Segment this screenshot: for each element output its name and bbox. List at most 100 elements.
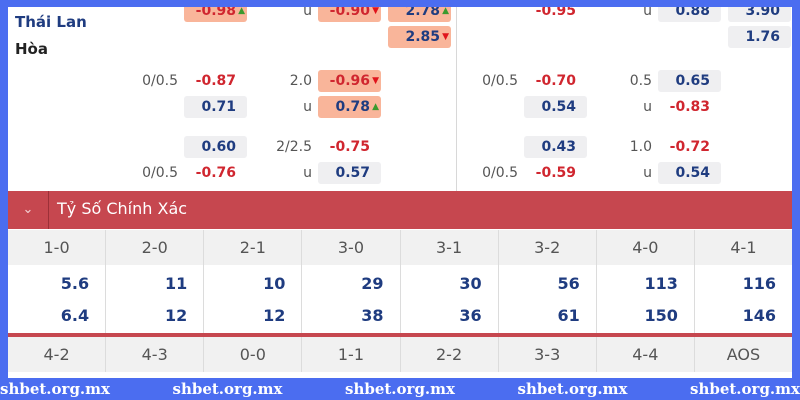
total-label: u — [303, 165, 312, 181]
odds-panel: Thái Lan Hòa u -0.98 ▲ -0.90 ▼ 2.78 ▲ 2.85 ▼ 0/0.… — [8, 7, 792, 378]
odds-value[interactable]: 113 — [644, 274, 678, 293]
odds-value[interactable]: 30 — [459, 274, 482, 293]
odds-value: -0.96 — [329, 73, 370, 89]
odds-button[interactable]: 0.57 — [318, 162, 381, 184]
match-odds-section: Thái Lan Hòa u -0.98 ▲ -0.90 ▼ 2.78 ▲ 2.85 ▼ 0/0.… — [8, 7, 792, 198]
odds-value[interactable]: 12 — [164, 306, 188, 325]
watermark-text: shbet.org.mx — [172, 380, 283, 398]
odds-value: 0.71 — [201, 99, 236, 115]
odds-value[interactable]: 150 — [644, 306, 678, 325]
odds-button[interactable]: -0.98 ▲ — [184, 7, 247, 22]
score-label: 3-0 — [302, 230, 401, 265]
odds-value[interactable]: 61 — [557, 306, 580, 325]
arrow-down-icon: ▼ — [372, 7, 379, 16]
score-label: 1-0 — [8, 230, 107, 265]
score-label: 2-1 — [204, 230, 303, 265]
odds-value: -0.72 — [669, 139, 710, 155]
watermark-text: shbet.org.mx — [345, 380, 455, 398]
score-label: AOS — [694, 337, 792, 372]
odds-value: 2.85 — [405, 29, 440, 45]
odds-button[interactable]: -0.87 — [184, 70, 247, 92]
score-odds-cell[interactable]: 113 150 — [597, 265, 695, 333]
handicap-label: 0/0.5 — [482, 165, 518, 181]
watermark-text: shbet.org.mx — [690, 380, 800, 398]
score-label: 4-3 — [106, 337, 205, 372]
score-odds-cell[interactable]: 29 38 — [302, 265, 401, 333]
correct-score-header[interactable]: ⌄ Tỷ Số Chính Xác — [8, 191, 792, 229]
odds-button[interactable]: 3.90 — [728, 7, 791, 22]
odds-value: 0.60 — [201, 139, 236, 155]
odds-button[interactable]: -0.96 ▼ — [318, 70, 381, 92]
odds-button[interactable]: 2.78 ▲ — [388, 7, 451, 22]
odds-value: -0.87 — [195, 73, 236, 89]
odds-value: 0.54 — [541, 99, 576, 115]
total-label: 2/2.5 — [276, 139, 312, 155]
odds-button[interactable]: 0.71 — [184, 96, 247, 118]
handicap-label: 0/0.5 — [142, 73, 178, 89]
score-odds-cell[interactable]: 56 61 — [499, 265, 597, 333]
odds-button[interactable]: -0.70 — [524, 70, 587, 92]
odds-button[interactable]: 0.88 — [658, 7, 721, 22]
odds-value: -0.83 — [669, 99, 710, 115]
score-label: 3-3 — [498, 337, 597, 372]
watermark-text: shbet.org.mx — [0, 380, 110, 398]
row-separator — [8, 333, 792, 337]
odds-value[interactable]: 12 — [263, 306, 286, 325]
score-odds-cell[interactable]: 11 12 — [106, 265, 205, 333]
odds-button[interactable]: 0.65 — [658, 70, 721, 92]
odds-value: 0.88 — [675, 7, 710, 19]
arrow-up-icon: ▲ — [442, 7, 449, 16]
odds-button[interactable]: 0.60 — [184, 136, 247, 158]
total-label: u — [643, 165, 652, 181]
odds-value: -0.59 — [535, 165, 576, 181]
arrow-up-icon: ▲ — [238, 7, 245, 16]
odds-value[interactable]: 146 — [742, 306, 776, 325]
column-divider — [456, 7, 457, 198]
odds-value: 2.78 — [405, 7, 440, 19]
odds-button[interactable]: -0.83 — [658, 96, 721, 118]
total-label: 1.0 — [629, 139, 652, 155]
odds-value[interactable]: 116 — [742, 274, 776, 293]
odds-value[interactable]: 5.6 — [60, 274, 90, 293]
team-draw: Hòa — [15, 40, 48, 58]
odds-value: -0.95 — [535, 7, 576, 19]
total-label: u — [303, 99, 312, 115]
odds-button[interactable]: -0.75 — [318, 136, 381, 158]
score-label: 2-0 — [106, 230, 205, 265]
score-odds-cell[interactable]: 116 146 — [695, 265, 792, 333]
arrow-down-icon: ▼ — [372, 76, 379, 86]
handicap-label: 0/0.5 — [142, 165, 178, 181]
score-odds-cell[interactable]: 10 12 — [204, 265, 303, 333]
odds-button[interactable]: -0.95 — [524, 7, 587, 22]
score-label: 4-2 — [8, 337, 107, 372]
odds-value[interactable]: 10 — [263, 274, 286, 293]
odds-button[interactable]: -0.72 — [658, 136, 721, 158]
odds-value: 3.90 — [745, 7, 780, 19]
odds-value: -0.70 — [535, 73, 576, 89]
odds-button[interactable]: 0.43 — [524, 136, 587, 158]
odds-value: 0.54 — [675, 165, 710, 181]
odds-value: -0.76 — [195, 165, 236, 181]
score-odds-cell[interactable]: 30 36 — [401, 265, 499, 333]
odds-value[interactable]: 11 — [164, 274, 188, 293]
odds-value[interactable]: 6.4 — [60, 306, 90, 325]
odds-button[interactable]: 0.78 ▲ — [318, 96, 381, 118]
handicap-label: 0/0.5 — [482, 73, 518, 89]
odds-value[interactable]: 38 — [361, 306, 384, 325]
odds-value[interactable]: 56 — [557, 274, 580, 293]
odds-button[interactable]: 0.54 — [524, 96, 587, 118]
chevron-down-icon[interactable]: ⌄ — [8, 191, 49, 229]
odds-value[interactable]: 29 — [361, 274, 384, 293]
odds-button[interactable]: -0.90 ▼ — [318, 7, 381, 22]
odds-value[interactable]: 36 — [459, 306, 482, 325]
odds-button[interactable]: 0.54 — [658, 162, 721, 184]
odds-button[interactable]: 2.85 ▼ — [388, 26, 451, 48]
score-odds-cell[interactable]: 5.6 6.4 — [8, 265, 107, 333]
odds-button[interactable]: -0.59 — [524, 162, 587, 184]
total-label: 2.0 — [289, 73, 312, 89]
arrow-down-icon: ▼ — [442, 32, 449, 42]
odds-button[interactable]: 1.76 — [728, 26, 791, 48]
odds-value: 0.65 — [675, 73, 710, 89]
total-label: 0.5 — [629, 73, 652, 89]
odds-button[interactable]: -0.76 — [184, 162, 247, 184]
